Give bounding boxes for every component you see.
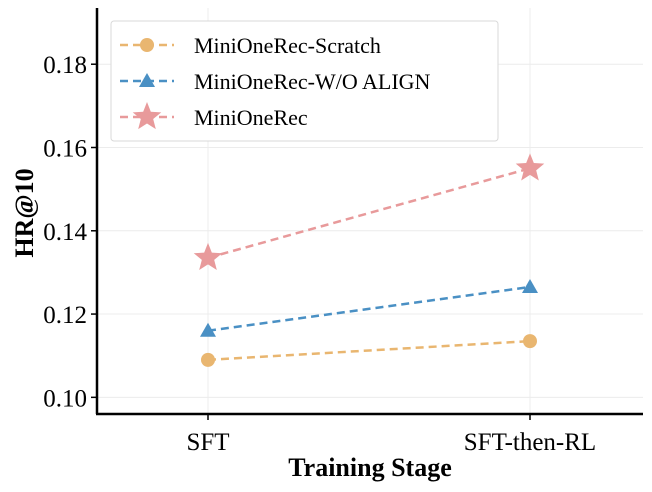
y-tick-label: 0.10 <box>43 385 87 412</box>
y-tick-label: 0.18 <box>43 52 87 79</box>
legend-label: MiniOneRec-W/O ALIGN <box>194 69 431 94</box>
axes <box>95 8 643 416</box>
data-point <box>522 278 538 293</box>
legend-label: MiniOneRec <box>194 105 308 130</box>
legend-box <box>110 20 499 142</box>
legend-item: MiniOneRec-Scratch <box>120 33 381 58</box>
x-tick-label: SFT <box>186 429 229 456</box>
series-star <box>193 153 545 270</box>
legend-label: MiniOneRec-Scratch <box>194 33 381 58</box>
series-triangle <box>200 278 538 337</box>
legend-item: MiniOneRec <box>120 102 308 130</box>
x-axis-title: Training Stage <box>288 453 451 482</box>
series-line <box>207 339 531 362</box>
legend-item: MiniOneRec-W/O ALIGN <box>120 69 431 94</box>
legend-marker <box>132 102 162 130</box>
y-tick-label: 0.16 <box>43 135 87 162</box>
series-line <box>207 285 531 332</box>
x-tick-label: SFT-then-RL <box>464 429 596 456</box>
data-point <box>201 352 215 367</box>
y-axis-title: HR@10 <box>10 168 39 257</box>
x-ticks: SFT SFT-then-RL <box>186 414 596 456</box>
data-point <box>200 322 216 337</box>
legend-marker <box>140 38 154 52</box>
legend: MiniOneRec-Scratch MiniOneRec-W/O ALIGN Mi… <box>110 20 499 142</box>
series-line <box>207 167 531 260</box>
data-point <box>515 153 545 181</box>
y-tick-label: 0.14 <box>43 219 87 246</box>
y-ticks: 0.10 0.12 0.14 0.16 0.18 <box>43 52 97 412</box>
data-point <box>193 242 223 270</box>
legend-marker <box>139 73 155 87</box>
series-lines <box>193 153 545 367</box>
data-point <box>523 334 537 349</box>
series-circle <box>201 334 537 367</box>
y-tick-label: 0.12 <box>43 302 87 329</box>
